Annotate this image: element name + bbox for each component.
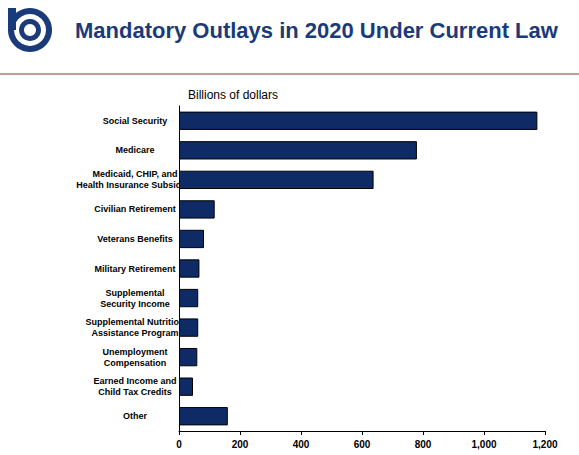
svg-text:Compensation: Compensation (104, 358, 167, 368)
svg-text:600: 600 (354, 439, 371, 450)
svg-text:Civilian Retirement: Civilian Retirement (94, 204, 176, 214)
svg-text:Military Retirement: Military Retirement (94, 264, 175, 274)
svg-text:800: 800 (415, 439, 432, 450)
svg-text:Other: Other (123, 411, 148, 421)
svg-text:1,200: 1,200 (532, 439, 557, 450)
svg-text:Medicaid, CHIP, and: Medicaid, CHIP, and (93, 169, 178, 179)
svg-text:Veterans Benefits: Veterans Benefits (97, 234, 173, 244)
svg-text:Health Insurance Subsidies: Health Insurance Subsidies (76, 180, 194, 190)
svg-text:Supplemental Nutrition: Supplemental Nutrition (86, 317, 185, 327)
svg-text:Social Security: Social Security (103, 116, 168, 126)
svg-text:Supplemental: Supplemental (105, 288, 164, 298)
svg-text:Earned Income and: Earned Income and (93, 376, 176, 386)
svg-text:0: 0 (176, 439, 182, 450)
svg-text:Medicare: Medicare (115, 145, 154, 155)
svg-text:Mandatory Outlays in 2020 Unde: Mandatory Outlays in 2020 Under Current … (75, 18, 559, 43)
svg-text:1,000: 1,000 (471, 439, 496, 450)
svg-text:Security Income: Security Income (100, 299, 170, 309)
svg-text:Unemployment: Unemployment (102, 347, 167, 357)
svg-text:400: 400 (293, 439, 310, 450)
svg-text:200: 200 (232, 439, 249, 450)
svg-text:Assistance Program: Assistance Program (91, 328, 178, 338)
svg-text:Billions of dollars: Billions of dollars (188, 88, 278, 102)
svg-text:Child Tax Credits: Child Tax Credits (98, 387, 171, 397)
